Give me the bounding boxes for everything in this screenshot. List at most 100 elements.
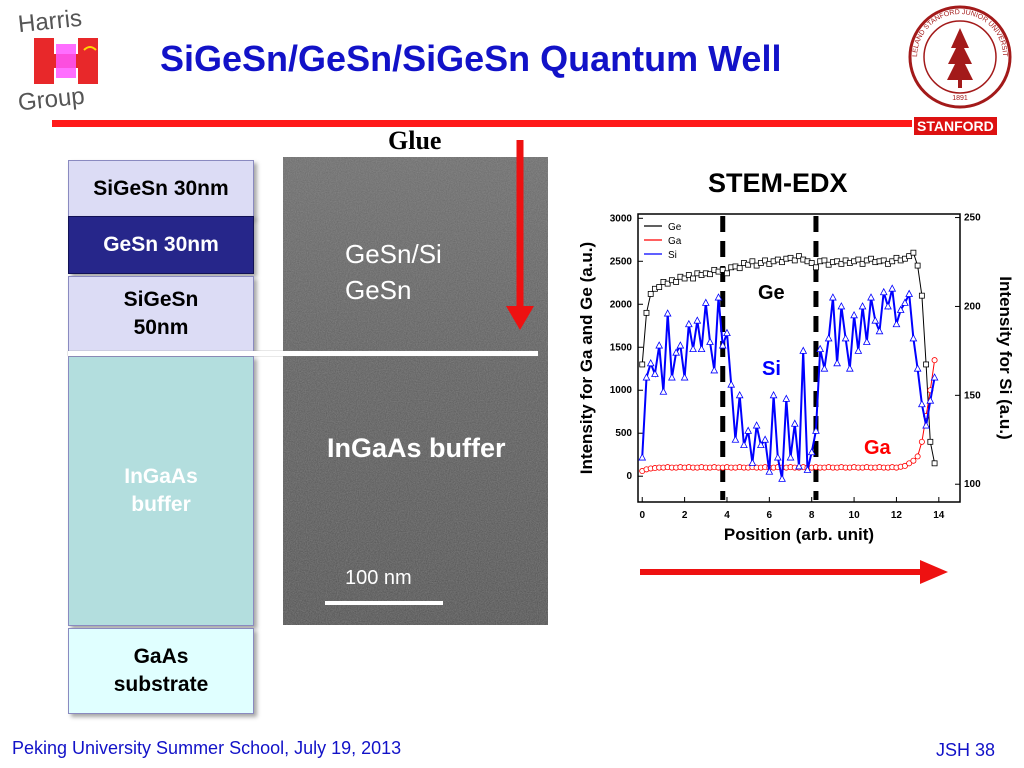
data-point-si bbox=[718, 341, 727, 349]
layer-sigesn-30nm: SiGeSn 30nm bbox=[68, 160, 254, 218]
data-point-si bbox=[697, 344, 706, 353]
data-point-si bbox=[744, 426, 753, 434]
layer-sigesn-50nm: SiGeSn 50nm bbox=[68, 276, 254, 352]
data-point-si bbox=[850, 310, 858, 319]
data-point-si bbox=[668, 373, 676, 381]
data-point-ga bbox=[906, 460, 913, 467]
data-point-si bbox=[786, 453, 795, 461]
series-line-si bbox=[641, 288, 936, 480]
data-point-si bbox=[782, 394, 791, 402]
data-point-si bbox=[922, 421, 930, 429]
footer-left: Peking University Summer School, July 19… bbox=[12, 738, 402, 758]
data-point-ge bbox=[906, 253, 913, 260]
data-point-ge bbox=[724, 270, 730, 277]
data-point-ge bbox=[923, 361, 930, 368]
data-point-si bbox=[892, 319, 901, 328]
scale-bar-label: 100 nm bbox=[345, 567, 412, 589]
data-point-ga bbox=[931, 357, 938, 364]
glue-label: Glue bbox=[388, 126, 442, 155]
data-point-si bbox=[680, 373, 689, 381]
data-point-ge bbox=[664, 280, 671, 287]
data-point-si bbox=[926, 396, 935, 404]
data-point-si bbox=[867, 293, 875, 301]
data-point-si bbox=[820, 364, 829, 372]
data-point-ge bbox=[859, 260, 866, 267]
x-tick-label: 0 bbox=[639, 510, 645, 521]
data-point-ge bbox=[918, 292, 925, 299]
y-tick-label: 2000 bbox=[610, 299, 633, 310]
data-point-ge bbox=[868, 255, 874, 262]
data-point-si bbox=[862, 337, 871, 345]
annotation-si: Si bbox=[762, 358, 781, 380]
y-tick-label: 1000 bbox=[610, 385, 633, 396]
data-point-ge bbox=[796, 253, 802, 260]
data-point-si bbox=[816, 344, 825, 353]
data-point-si bbox=[829, 293, 837, 301]
x-tick-label: 2 bbox=[682, 510, 688, 521]
data-point-si bbox=[803, 465, 812, 473]
seal-year: 1891 bbox=[952, 95, 968, 102]
data-point-ge bbox=[791, 257, 798, 264]
data-point-si bbox=[672, 348, 680, 356]
data-point-ge bbox=[855, 256, 862, 263]
layer-ingaas-buffer: InGaAs buffer bbox=[68, 356, 254, 626]
data-point-si bbox=[841, 334, 850, 342]
data-point-si bbox=[706, 337, 714, 345]
data-point-ga bbox=[918, 438, 925, 445]
x-tick-label: 8 bbox=[809, 510, 815, 521]
data-point-ge bbox=[656, 284, 663, 290]
data-point-si bbox=[845, 364, 854, 372]
title-underline bbox=[52, 120, 912, 127]
data-point-si bbox=[676, 341, 685, 349]
data-point-si bbox=[735, 390, 744, 399]
data-point-ge bbox=[690, 275, 696, 282]
interface-line bbox=[68, 351, 538, 356]
data-point-ga bbox=[901, 462, 908, 469]
data-point-si bbox=[799, 346, 808, 354]
y-right-tick-label: 250 bbox=[964, 213, 981, 224]
data-point-si bbox=[714, 293, 723, 301]
data-point-ge bbox=[889, 258, 896, 265]
scale-bar bbox=[325, 601, 443, 605]
x-tick-label: 4 bbox=[724, 510, 730, 521]
data-point-si bbox=[913, 364, 922, 372]
data-point-si bbox=[638, 453, 647, 461]
data-point-ge bbox=[779, 259, 785, 266]
tem-label-gesn-si: GeSn/Si bbox=[345, 239, 442, 269]
data-point-si bbox=[879, 287, 888, 296]
glue-arrow bbox=[506, 140, 534, 330]
data-point-si bbox=[854, 346, 863, 354]
data-point-ge bbox=[681, 275, 688, 282]
x-tick-label: 6 bbox=[767, 510, 773, 521]
data-point-ge bbox=[762, 257, 769, 264]
stem-edx-chart: 0 2 4 6 8 10 12 14 0 500 1000 1500 2000 2500 3000 100 15… bbox=[577, 213, 1015, 544]
data-point-si bbox=[790, 419, 799, 427]
data-point-si bbox=[642, 373, 651, 381]
data-point-ge bbox=[673, 279, 680, 285]
data-point-si bbox=[723, 328, 731, 337]
stanford-label: STANFORD bbox=[914, 117, 997, 135]
data-point-ge bbox=[707, 271, 713, 278]
y-right-tick-label: 150 bbox=[964, 390, 981, 401]
data-point-si bbox=[689, 344, 697, 353]
legend-label-ge: Ge bbox=[668, 222, 682, 233]
data-point-ge bbox=[639, 361, 646, 368]
data-point-si bbox=[748, 458, 757, 466]
data-point-ge bbox=[927, 438, 934, 445]
data-point-si bbox=[651, 369, 659, 377]
legend-label-ga: Ga bbox=[668, 236, 682, 247]
data-point-si bbox=[761, 435, 769, 443]
data-point-si bbox=[795, 462, 803, 470]
y-tick-label: 3000 bbox=[610, 213, 633, 224]
layer-label: SiGeSn 50nm bbox=[123, 288, 199, 339]
legend-label-si: Si bbox=[668, 250, 677, 261]
y-right-tick-label: 200 bbox=[964, 301, 981, 312]
data-point-ge bbox=[685, 272, 692, 278]
chart-title: STEM-EDX bbox=[708, 168, 848, 198]
data-point-si bbox=[765, 467, 774, 475]
data-point-si bbox=[824, 334, 833, 342]
y-axis-label: Intensity for Ga and Ge (a.u.) bbox=[577, 242, 596, 474]
data-point-si bbox=[778, 474, 786, 482]
data-point-si bbox=[740, 440, 748, 449]
layer-label: GaAs substrate bbox=[113, 645, 209, 696]
